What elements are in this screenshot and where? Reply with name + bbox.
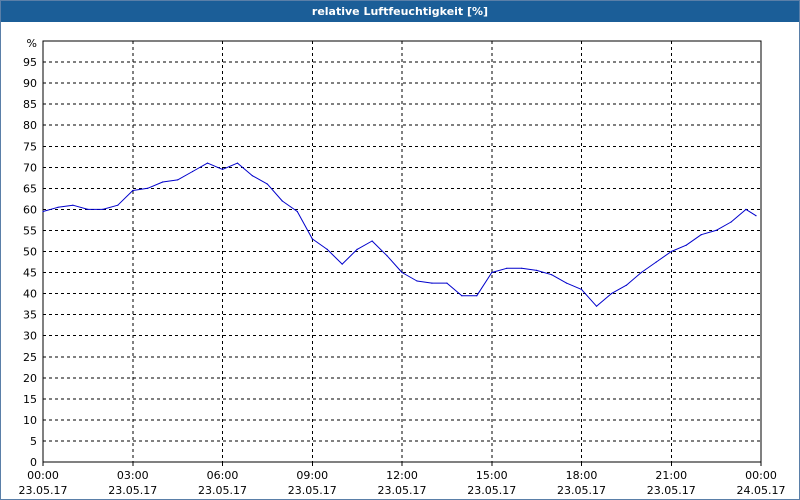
humidity-data-point	[580, 288, 583, 290]
humidity-data-point	[102, 208, 104, 210]
x-tick-time: 00:00	[27, 469, 59, 482]
humidity-data-point	[72, 204, 74, 206]
humidity-data-point	[371, 240, 373, 242]
humidity-data-point	[192, 170, 194, 173]
humidity-data-point	[461, 295, 463, 297]
x-tick-date: 23.05.17	[647, 484, 696, 497]
humidity-data-point	[42, 210, 44, 213]
humidity-data-point	[177, 179, 179, 181]
humidity-data-point	[670, 250, 672, 253]
y-tick-label: 0	[30, 456, 37, 469]
humidity-data-point	[57, 206, 59, 208]
humidity-data-point	[446, 282, 448, 284]
x-tick-time: 15:00	[476, 469, 508, 482]
humidity-data-point	[551, 274, 553, 276]
humidity-data-point	[416, 280, 418, 282]
humidity-data-point	[356, 248, 358, 250]
y-tick-label: 75	[23, 140, 37, 153]
humidity-data-point	[655, 261, 657, 263]
humidity-data-point	[221, 168, 224, 170]
humidity-data-point	[730, 221, 732, 223]
x-tick-date: 23.05.17	[19, 484, 68, 497]
humidity-data-point	[431, 282, 433, 284]
y-tick-label: 5	[30, 435, 37, 448]
y-axis-label: %	[27, 37, 37, 50]
humidity-data-point	[625, 284, 628, 286]
x-tick-date: 24.05.17	[737, 484, 786, 497]
y-tick-label: 25	[23, 351, 37, 364]
humidity-data-point	[700, 234, 702, 236]
x-tick-date: 23.05.17	[198, 484, 247, 497]
y-tick-label: 60	[23, 203, 37, 216]
humidity-data-point	[341, 263, 343, 265]
humidity-data-point	[386, 255, 388, 257]
y-tick-label: 50	[23, 246, 37, 259]
humidity-data-point	[296, 210, 298, 213]
y-tick-label: 20	[23, 372, 37, 385]
x-tick-time: 12:00	[386, 469, 418, 482]
humidity-data-point	[521, 267, 523, 269]
humidity-data-point	[162, 181, 164, 183]
y-tick-label: 65	[23, 182, 37, 195]
y-tick-label: 40	[23, 288, 37, 301]
humidity-data-point	[536, 269, 538, 271]
x-tick-date: 23.05.17	[108, 484, 157, 497]
x-tick-date: 23.05.17	[288, 484, 337, 497]
humidity-data-point	[506, 267, 508, 269]
x-tick-time: 21:00	[655, 469, 687, 482]
plot-border	[42, 40, 762, 463]
humidity-data-point	[565, 282, 568, 284]
humidity-data-point	[117, 204, 119, 206]
humidity-chart: 0 5 10 15 20 25 30 35 40 45 50 55 60 65 70 75 80 85 90 95% 0…	[19, 37, 786, 497]
y-tick-label: 35	[23, 309, 37, 322]
humidity-data-point	[266, 183, 268, 185]
humidity-data-point	[610, 293, 613, 295]
humidity-data-point	[281, 200, 283, 202]
y-tick-label: 85	[23, 98, 37, 111]
humidity-data-point	[715, 229, 717, 231]
y-tick-label: 55	[23, 224, 37, 237]
x-tick-time: 06:00	[207, 469, 239, 482]
x-tick-date: 23.05.17	[557, 484, 606, 497]
humidity-data-point	[755, 215, 757, 217]
y-tick-label: 45	[23, 267, 37, 280]
humidity-data-point	[311, 238, 313, 240]
y-tick-label: 70	[23, 161, 37, 174]
humidity-data-point	[326, 248, 328, 250]
humidity-data-point	[745, 208, 747, 210]
x-tick-time: 18:00	[566, 469, 598, 482]
y-tick-label: 95	[23, 56, 37, 69]
humidity-data-point	[251, 175, 253, 177]
x-tick-date: 23.05.17	[378, 484, 427, 497]
x-tick-date: 23.05.17	[467, 484, 516, 497]
y-tick-label: 80	[23, 119, 37, 132]
humidity-data-point	[476, 295, 478, 297]
humidity-data-point	[640, 271, 642, 274]
y-tick-label: 90	[23, 77, 37, 90]
y-tick-label: 10	[23, 414, 37, 427]
humidity-data-point	[236, 162, 239, 164]
humidity-data-point	[132, 189, 134, 192]
humidity-data-point	[595, 305, 598, 307]
humidity-data-point	[685, 244, 687, 246]
y-tick-label: 30	[23, 330, 37, 343]
chart-title: relative Luftfeuchtigkeit [%]	[1, 1, 799, 22]
x-tick-time: 09:00	[296, 469, 328, 482]
humidity-data-point	[491, 271, 493, 274]
y-tick-label: 15	[23, 393, 37, 406]
humidity-data-point	[87, 208, 89, 210]
x-tick-time: 03:00	[117, 469, 149, 482]
humidity-data-point	[401, 271, 403, 274]
x-tick-time: 00:00	[745, 469, 777, 482]
humidity-data-point	[206, 162, 209, 164]
humidity-data-point	[147, 187, 149, 189]
